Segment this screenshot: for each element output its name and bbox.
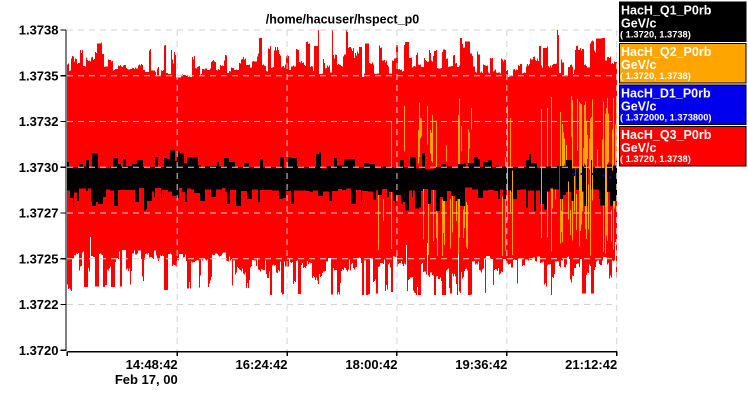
svg-text:( 1.3720, 1.3738): ( 1.3720, 1.3738) bbox=[620, 71, 691, 81]
svg-text:GeV/c: GeV/c bbox=[621, 58, 656, 72]
svg-text:HacH_Q1_P0rb: HacH_Q1_P0rb bbox=[621, 4, 712, 18]
svg-text:1.3730: 1.3730 bbox=[19, 160, 59, 175]
svg-text:GeV/c: GeV/c bbox=[621, 100, 656, 114]
svg-text:1.3738: 1.3738 bbox=[19, 23, 59, 38]
svg-text:/home/hacuser/hspect_p0: /home/hacuser/hspect_p0 bbox=[266, 13, 420, 27]
svg-text:1.3720: 1.3720 bbox=[19, 343, 59, 358]
svg-text:HacH_Q2_P0rb: HacH_Q2_P0rb bbox=[621, 45, 712, 59]
svg-text:1.3725: 1.3725 bbox=[19, 251, 59, 266]
svg-text:Feb 17, 00: Feb 17, 00 bbox=[115, 372, 178, 387]
svg-text:16:24:42: 16:24:42 bbox=[236, 357, 288, 372]
svg-text:18:00:42: 18:00:42 bbox=[345, 357, 397, 372]
svg-text:21:12:42: 21:12:42 bbox=[565, 357, 617, 372]
svg-text:1.3732: 1.3732 bbox=[19, 114, 59, 129]
svg-text:GeV/c: GeV/c bbox=[621, 17, 656, 31]
svg-text:GeV/c: GeV/c bbox=[621, 141, 656, 155]
svg-text:1.3727: 1.3727 bbox=[19, 206, 59, 221]
svg-text:( 1.3720, 1.3738): ( 1.3720, 1.3738) bbox=[620, 154, 691, 164]
svg-text:1.3722: 1.3722 bbox=[19, 297, 59, 312]
svg-text:1.3735: 1.3735 bbox=[19, 68, 59, 83]
svg-text:( 1.3720, 1.3738): ( 1.3720, 1.3738) bbox=[620, 29, 691, 39]
svg-text:( 1.372000, 1.373800): ( 1.372000, 1.373800) bbox=[620, 112, 712, 122]
svg-text:14:48:42: 14:48:42 bbox=[126, 357, 178, 372]
svg-text:HacH_D1_P0rb: HacH_D1_P0rb bbox=[621, 87, 711, 101]
svg-text:19:36:42: 19:36:42 bbox=[455, 357, 507, 372]
svg-text:HacH_Q3_P0rb: HacH_Q3_P0rb bbox=[621, 128, 712, 142]
